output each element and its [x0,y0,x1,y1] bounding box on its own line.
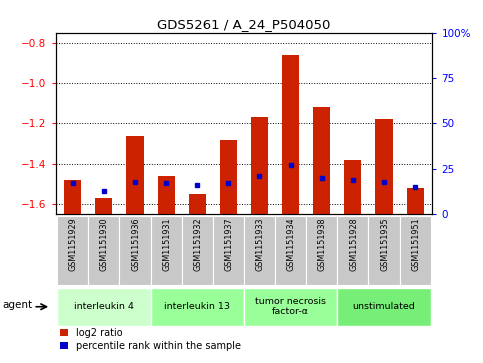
Text: GSM1151936: GSM1151936 [131,217,140,270]
Bar [313,107,330,214]
Bar [88,216,119,285]
Text: GSM1151928: GSM1151928 [349,217,358,271]
Text: GSM1151931: GSM1151931 [162,217,171,270]
Bar [306,216,337,285]
Bar [244,216,275,285]
Bar [151,288,244,326]
Bar [119,216,151,285]
Bar [399,216,431,285]
Bar [282,55,299,214]
Text: unstimulated: unstimulated [353,302,415,311]
Text: interleukin 4: interleukin 4 [74,302,134,311]
Bar [407,188,424,214]
Bar [275,216,306,285]
Bar [157,176,175,214]
Bar [369,216,399,285]
Legend: log2 ratio, percentile rank within the sample: log2 ratio, percentile rank within the s… [60,328,241,351]
Bar [337,288,431,326]
Text: agent: agent [3,300,33,310]
Bar [182,216,213,285]
Bar [189,194,206,214]
Text: GSM1151938: GSM1151938 [318,217,327,270]
Text: GSM1151929: GSM1151929 [69,217,78,271]
Bar [344,160,361,214]
Text: GSM1151951: GSM1151951 [412,217,420,271]
Bar [57,216,88,285]
Bar [375,119,393,214]
Bar [244,288,337,326]
Bar [127,135,143,214]
Text: GSM1151933: GSM1151933 [256,217,265,270]
Bar [251,117,268,214]
Title: GDS5261 / A_24_P504050: GDS5261 / A_24_P504050 [157,19,330,32]
Text: GSM1151932: GSM1151932 [193,217,202,271]
Text: tumor necrosis
factor-α: tumor necrosis factor-α [255,297,326,317]
Bar [337,216,369,285]
Text: GSM1151930: GSM1151930 [100,217,109,270]
Bar [151,216,182,285]
Text: GSM1151935: GSM1151935 [380,217,389,271]
Text: GSM1151937: GSM1151937 [225,217,233,271]
Bar [57,288,151,326]
Bar [213,216,244,285]
Bar [64,180,81,214]
Bar [220,139,237,214]
Text: interleukin 13: interleukin 13 [164,302,230,311]
Bar [95,198,113,214]
Text: GSM1151934: GSM1151934 [287,217,296,270]
